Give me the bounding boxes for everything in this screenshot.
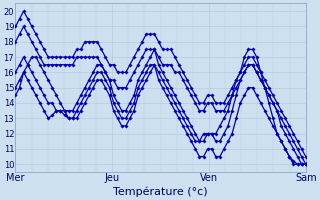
X-axis label: Température (°c): Température (°c) [113, 186, 208, 197]
